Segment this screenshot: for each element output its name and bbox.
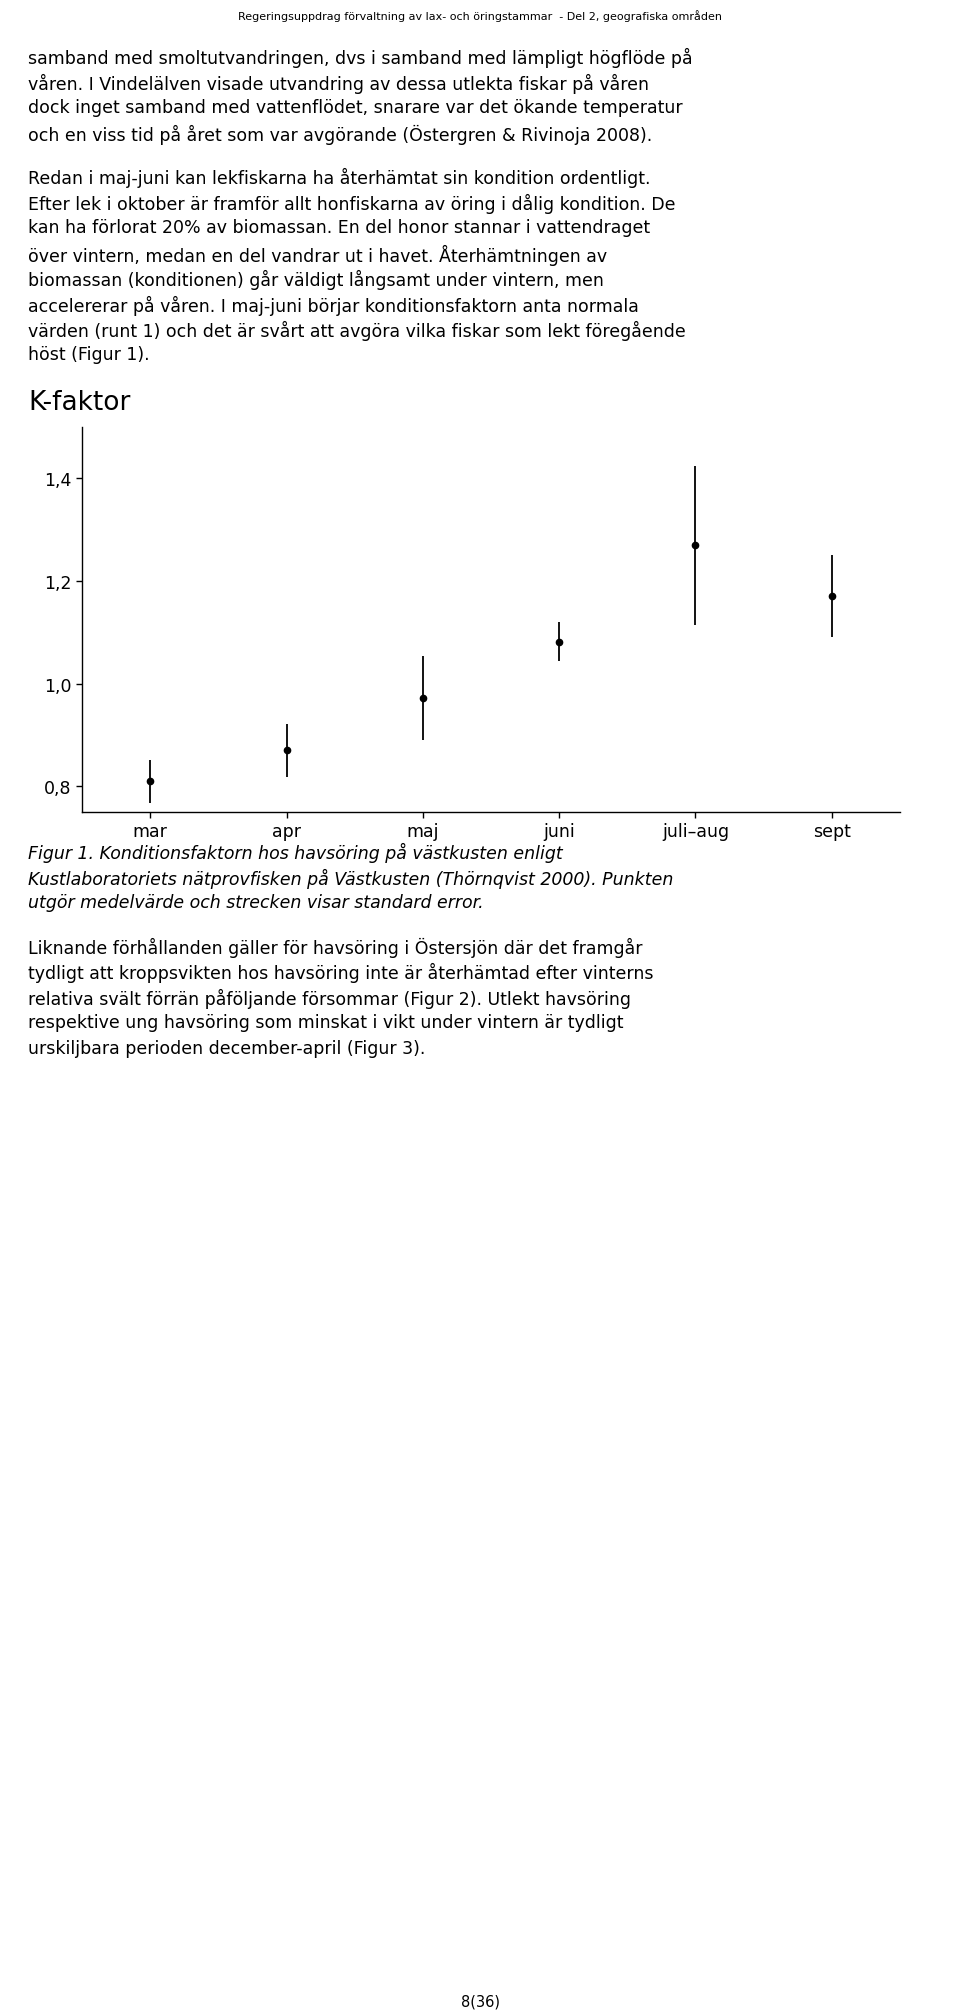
Text: samband med smoltutvandringen, dvs i samband med lämpligt högflöde på: samband med smoltutvandringen, dvs i sam…	[28, 48, 692, 68]
Text: Figur 1. Konditionsfaktorn hos havsöring på västkusten enligt: Figur 1. Konditionsfaktorn hos havsöring…	[28, 842, 563, 862]
Text: våren. I Vindelälven visade utvandring av dessa utlekta fiskar på våren: våren. I Vindelälven visade utvandring a…	[28, 73, 649, 93]
Text: Liknande förhållanden gäller för havsöring i Östersjön där det framgår: Liknande förhållanden gäller för havsöri…	[28, 937, 642, 957]
Text: och en viss tid på året som var avgörande (Östergren & Rivinoja 2008).: och en viss tid på året som var avgörand…	[28, 125, 652, 145]
Text: Redan i maj-juni kan lekfiskarna ha återhämtat sin kondition ordentligt.: Redan i maj-juni kan lekfiskarna ha åter…	[28, 167, 651, 187]
Text: kan ha förlorat 20% av biomassan. En del honor stannar i vattendraget: kan ha förlorat 20% av biomassan. En del…	[28, 220, 650, 238]
Text: Regeringsuppdrag förvaltning av lax- och öringstammar  - Del 2, geografiska områ: Regeringsuppdrag förvaltning av lax- och…	[238, 10, 722, 22]
Text: K-faktor: K-faktor	[28, 391, 131, 415]
Text: urskiljbara perioden december-april (Figur 3).: urskiljbara perioden december-april (Fig…	[28, 1039, 425, 1057]
Text: Efter lek i oktober är framför allt honfiskarna av öring i dålig kondition. De: Efter lek i oktober är framför allt honf…	[28, 193, 676, 213]
Text: tydligt att kroppsvikten hos havsöring inte är återhämtad efter vinterns: tydligt att kroppsvikten hos havsöring i…	[28, 963, 654, 983]
Text: dock inget samband med vattenflödet, snarare var det ökande temperatur: dock inget samband med vattenflödet, sna…	[28, 99, 683, 117]
Text: höst (Figur 1).: höst (Figur 1).	[28, 346, 150, 365]
Text: respektive ung havsöring som minskat i vikt under vintern är tydligt: respektive ung havsöring som minskat i v…	[28, 1013, 623, 1031]
Text: över vintern, medan en del vandrar ut i havet. Återhämtningen av: över vintern, medan en del vandrar ut i …	[28, 244, 607, 266]
Text: utgör medelvärde och strecken visar standard error.: utgör medelvärde och strecken visar stan…	[28, 894, 484, 912]
Text: relativa svält förrän påföljande försommar (Figur 2). Utlekt havsöring: relativa svält förrän påföljande försomm…	[28, 989, 631, 1009]
Text: Kustlaboratoriets nätprovfisken på Västkusten (Thörnqvist 2000). Punkten: Kustlaboratoriets nätprovfisken på Västk…	[28, 868, 673, 888]
Text: biomassan (konditionen) går väldigt långsamt under vintern, men: biomassan (konditionen) går väldigt lång…	[28, 270, 604, 290]
Text: värden (runt 1) och det är svårt att avgöra vilka fiskar som lekt föregående: värden (runt 1) och det är svårt att avg…	[28, 320, 685, 340]
Text: 8(36): 8(36)	[461, 1994, 499, 2010]
Text: accelererar på våren. I maj-juni börjar konditionsfaktorn anta normala: accelererar på våren. I maj-juni börjar …	[28, 296, 638, 316]
